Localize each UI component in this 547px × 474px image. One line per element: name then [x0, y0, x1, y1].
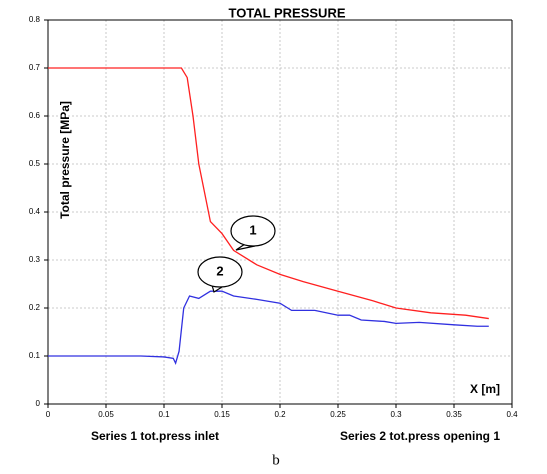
callout-bubble: [197, 256, 243, 288]
y-tick-label: 0.5: [29, 159, 41, 168]
x-tick-label: 0.35: [446, 410, 462, 419]
x-tick-label: 0.2: [274, 410, 286, 419]
x-axis-label: X [m]: [470, 382, 500, 396]
callout: 1: [230, 215, 276, 251]
x-tick-label: 0.1: [158, 410, 170, 419]
legend-entry: Series 2 tot.press opening 1: [340, 429, 500, 443]
y-tick-label: 0: [36, 399, 41, 408]
chart-title: TOTAL PRESSURE: [228, 5, 345, 20]
series-line: [48, 290, 489, 366]
y-tick-label: 0.6: [29, 111, 41, 120]
callout-bubble: [244, 242, 256, 245]
legend-entry: Series 1 tot.press inlet: [91, 429, 219, 443]
y-tick-label: 0.3: [29, 255, 41, 264]
x-tick-label: 0.15: [214, 410, 230, 419]
y-tick-label: 0.1: [29, 351, 41, 360]
x-tick-label: 0.3: [390, 410, 402, 419]
x-tick-label: 0: [46, 410, 51, 419]
y-tick-label: 0.2: [29, 303, 41, 312]
x-tick-label: 0.4: [506, 410, 518, 419]
y-tick-label: 0.8: [29, 15, 41, 24]
y-tick-label: 0.4: [29, 207, 41, 216]
callout-label: 1: [249, 222, 256, 237]
callout-bubble: [230, 215, 276, 247]
y-tick-label: 0.7: [29, 63, 41, 72]
callout-bubble: [211, 283, 223, 286]
x-tick-label: 0.05: [98, 410, 114, 419]
x-tick-label: 0.25: [330, 410, 346, 419]
callout-label: 2: [216, 263, 223, 278]
callout: 2: [197, 256, 243, 293]
series-line: [48, 67, 489, 320]
y-axis-label: Total pressure [MPa]: [58, 101, 72, 219]
caption: b: [272, 452, 280, 468]
